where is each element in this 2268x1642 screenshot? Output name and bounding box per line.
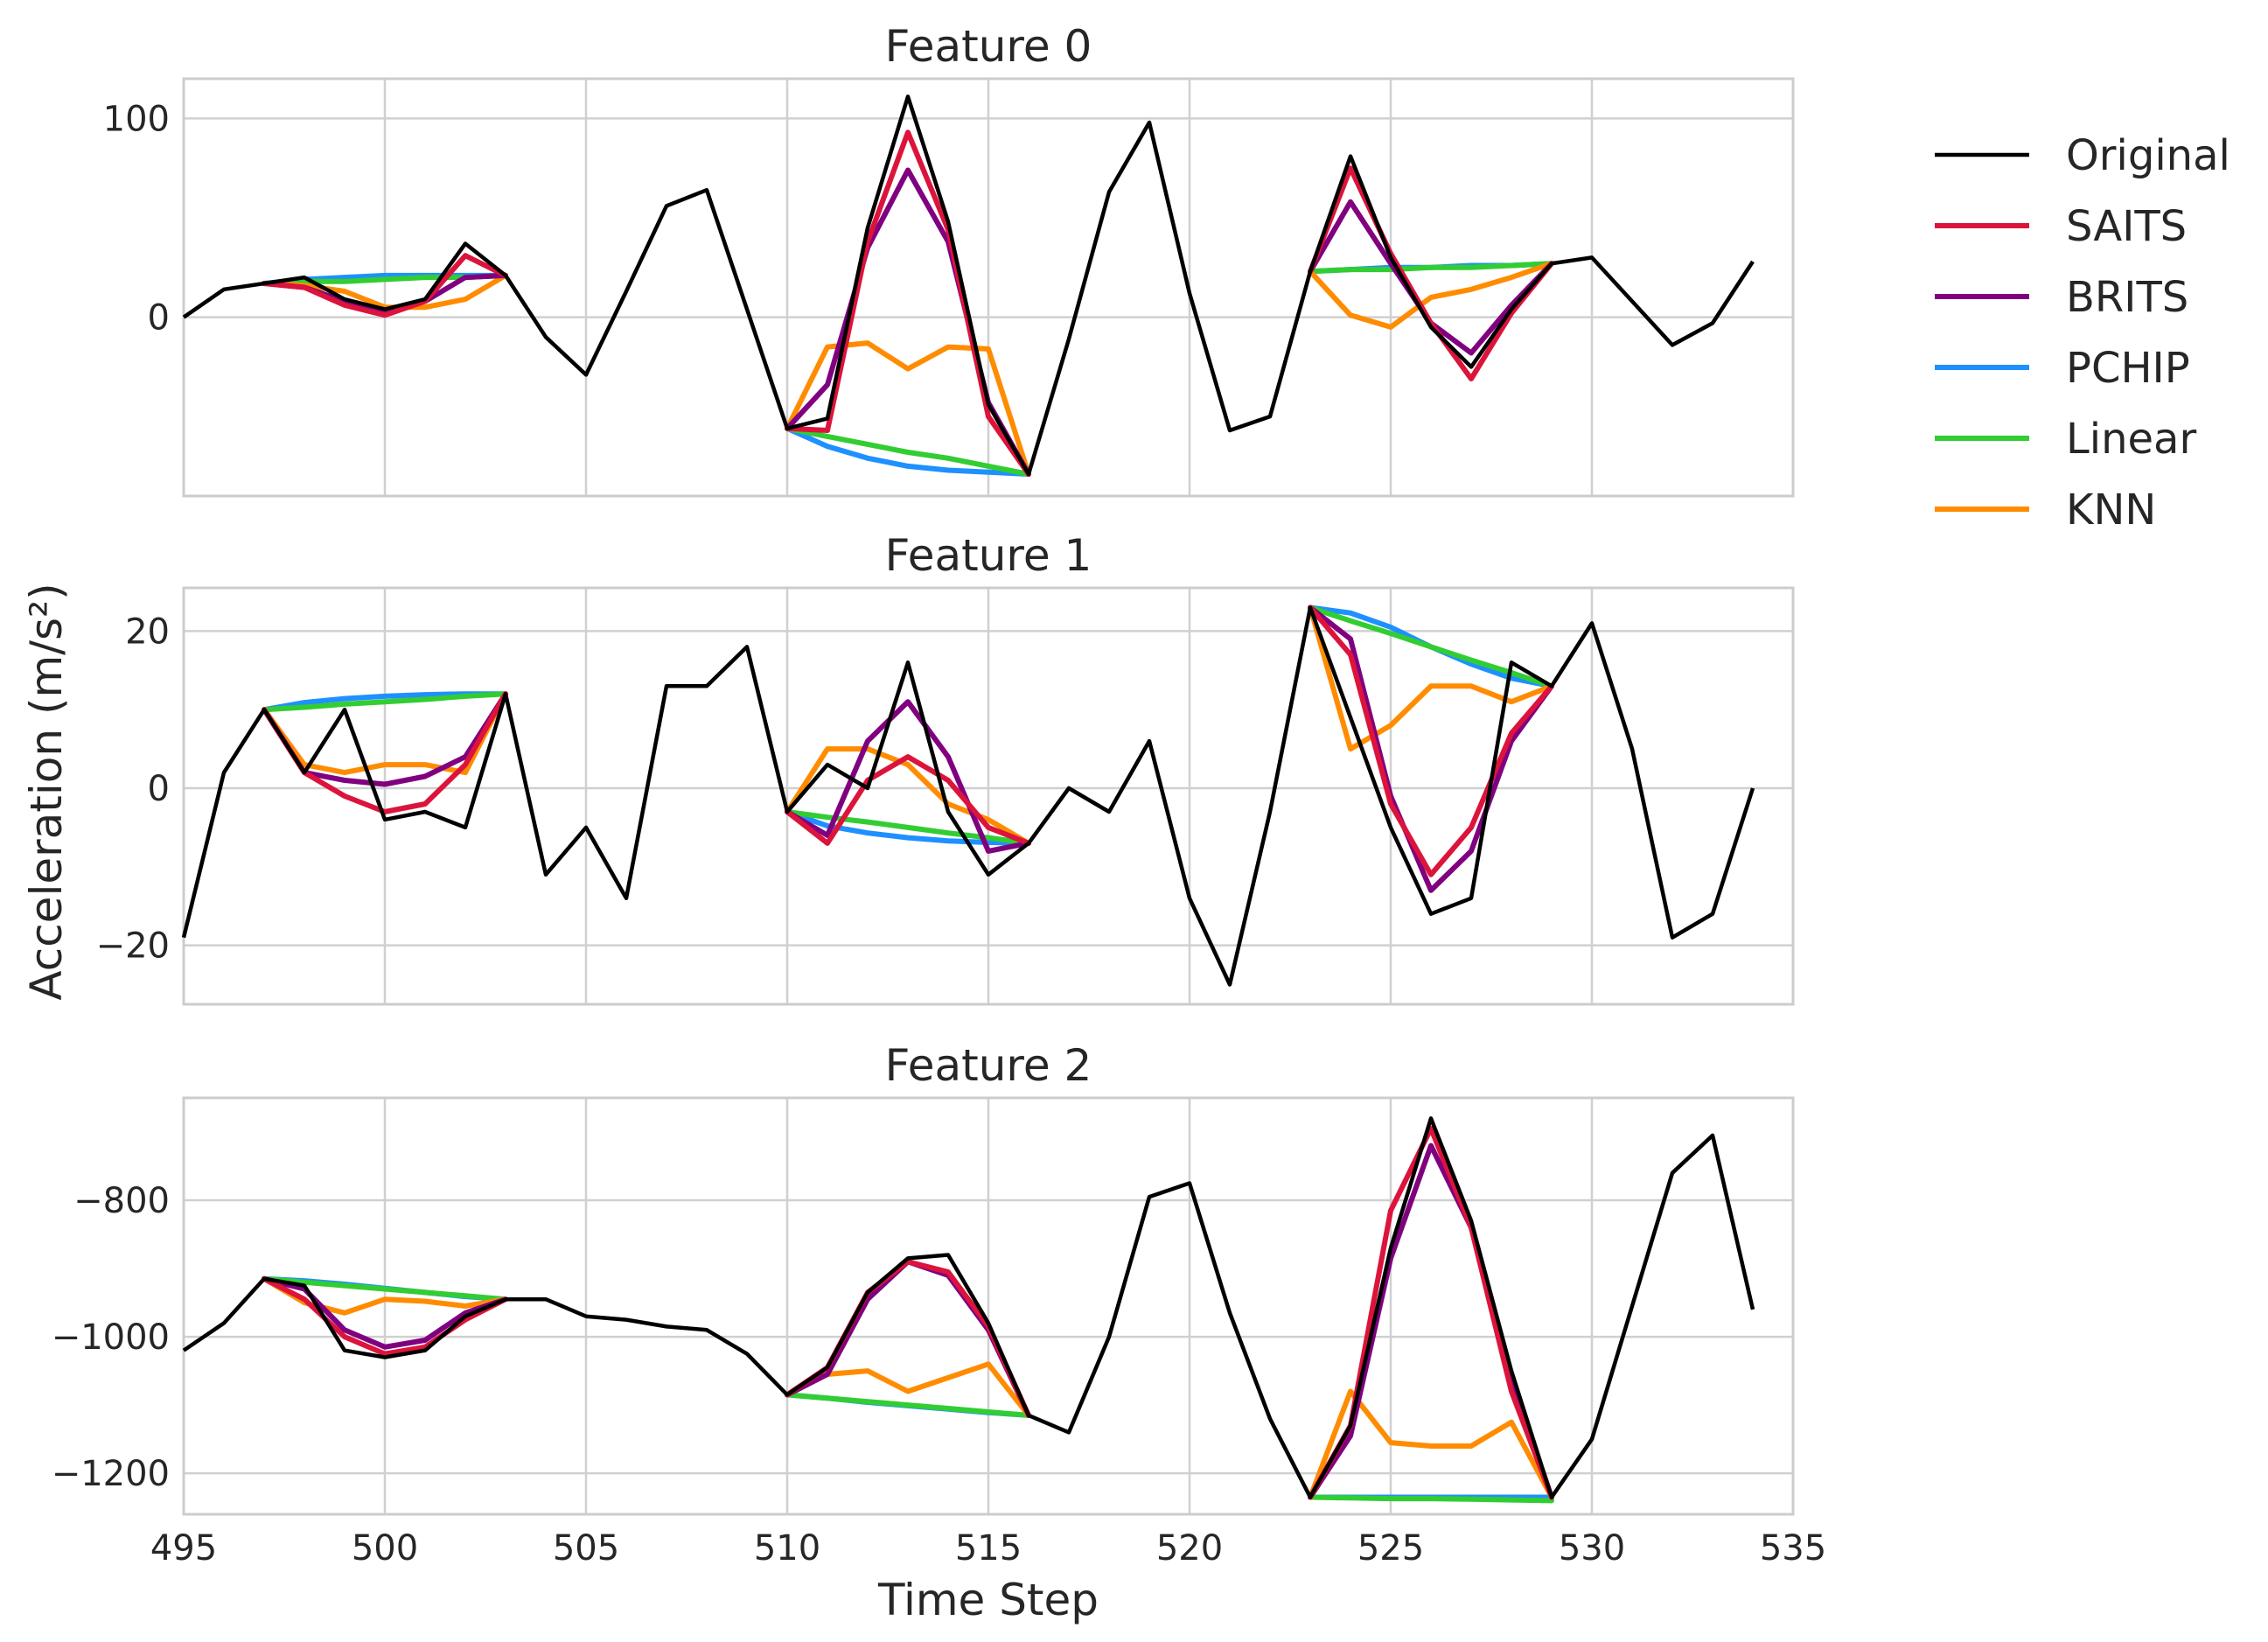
legend-label-pchip: PCHIP [2066, 344, 2190, 393]
y-tick-label: 0 [148, 298, 170, 339]
series-line-original [182, 94, 1755, 477]
panel-title: Feature 2 [885, 1040, 1092, 1091]
legend: Original SAITS BRITS PCHIP Linear KNN [1935, 131, 2230, 535]
x-tick-label: 500 [352, 1528, 418, 1569]
y-tick-label: −20 [96, 926, 170, 967]
series-line-linear [785, 809, 1031, 846]
series-line-saits [1308, 604, 1554, 877]
x-tick-label: 520 [1156, 1528, 1223, 1569]
series-line-knn [785, 746, 1031, 846]
series-line-linear [1308, 261, 1554, 275]
series-line-original [182, 1116, 1755, 1499]
series-line-knn [262, 691, 508, 776]
series-line-pchip [785, 809, 1031, 846]
plot-frame [182, 1096, 1795, 1516]
y-tick-label: 20 [125, 611, 170, 652]
y-axis-label: Acceleration (m/s²) [21, 583, 72, 1000]
series-line-knn [1308, 1388, 1554, 1500]
series-line-linear [262, 1275, 508, 1303]
series-line-saits [262, 253, 508, 318]
series-line-knn [1308, 604, 1554, 752]
series-line-saits [785, 754, 1031, 846]
panels-layer: 0 100 Feature 0 −20 0 20 Feature 1 −1200 −1000 −8… [52, 21, 1826, 1569]
y-tick-label: −1200 [52, 1454, 170, 1494]
series-line-knn [1308, 261, 1554, 330]
legend-label-brits: BRITS [2066, 273, 2188, 322]
series-line-saits [262, 1275, 508, 1357]
x-tick-label: 525 [1357, 1528, 1424, 1569]
series-line-brits [1308, 604, 1554, 893]
x-tick-label: 510 [754, 1528, 820, 1569]
x-axis-label: Time Step [877, 1575, 1099, 1625]
x-tick-label: 495 [150, 1528, 217, 1569]
plot-frame [182, 77, 1795, 498]
x-tick-label: 515 [955, 1528, 1022, 1569]
legend-label-linear: Linear [2066, 415, 2196, 464]
series-line-knn [785, 340, 1031, 477]
y-tick-label: −1000 [52, 1317, 170, 1358]
panel-feature-0: 0 100 Feature 0 [103, 21, 1795, 498]
series-line-original [181, 605, 1755, 987]
legend-label-original: Original [2066, 131, 2230, 180]
series-line-linear [785, 1392, 1031, 1418]
panel-title: Feature 0 [885, 21, 1092, 72]
y-tick-label: −800 [73, 1181, 170, 1221]
plot-frame [182, 586, 1795, 1006]
x-tick-label: 535 [1760, 1528, 1826, 1569]
series-line-saits [1308, 165, 1554, 381]
series-line-linear [785, 425, 1031, 477]
x-tick-label: 530 [1559, 1528, 1625, 1569]
x-tick-label: 505 [553, 1528, 619, 1569]
series-line-saits [785, 129, 1031, 477]
series-line-pchip [785, 425, 1031, 477]
legend-label-saits: SAITS [2066, 202, 2187, 251]
panel-feature-1: −20 0 20 Feature 1 [96, 530, 1795, 1006]
y-tick-label: 0 [148, 769, 170, 809]
series-line-linear [1308, 1494, 1554, 1504]
y-tick-label: 100 [103, 99, 170, 139]
series-line-brits [785, 699, 1031, 854]
panel-feature-2: −1200 −1000 −800 Feature 2 495 500 505 510 515 52… [52, 1040, 1826, 1569]
panel-title: Feature 1 [885, 530, 1092, 581]
series-line-linear [262, 691, 508, 713]
legend-label-knn: KNN [2066, 486, 2156, 535]
